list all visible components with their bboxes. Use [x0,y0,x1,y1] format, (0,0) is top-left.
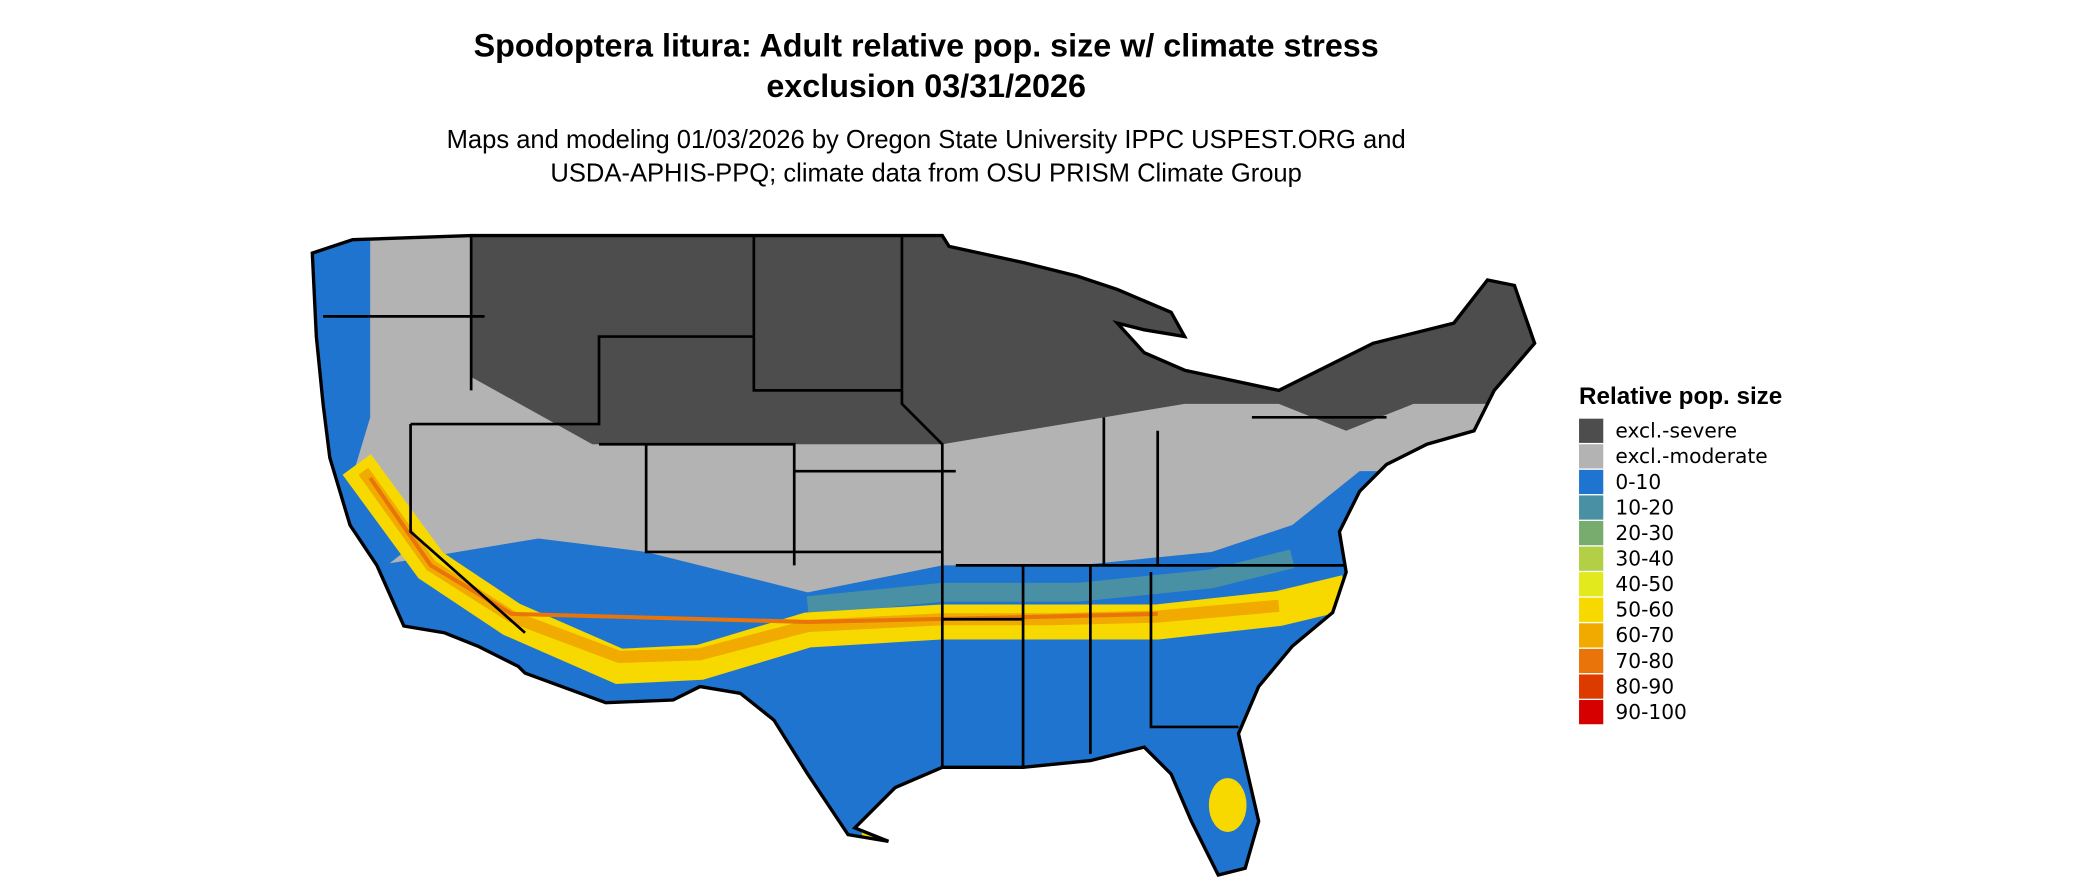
region [368,476,1158,624]
legend-label: 20-30 [1615,521,1674,545]
legend-label: excl.-moderate [1615,444,1767,468]
title: Spodoptera litura: Adult relative pop. s… [474,28,1379,64]
legend-swatch [1579,700,1604,725]
legend-swatch [1579,469,1604,495]
legend-swatch [1579,572,1604,597]
legend-swatch [1579,674,1604,699]
state-lines [323,235,1387,768]
legend-swatch [1579,418,1604,443]
legend-swatch [1579,520,1604,546]
legend-label: 80-90 [1615,674,1674,698]
us-outline [310,233,1537,877]
subtitle: Maps and modeling 01/03/2026 by Oregon S… [447,126,1406,154]
title: exclusion 03/31/2026 [766,68,1086,104]
legend-label: 70-80 [1615,649,1674,673]
legend-swatch [1579,597,1604,622]
legend: excl.-severeexcl.-moderate0-1010-2020-30… [1579,419,1768,725]
region [806,549,1295,616]
legend-label: 50-60 [1615,598,1674,622]
region [1208,778,1247,832]
legend-swatch [1579,495,1604,520]
subtitle: USDA-APHIS-PPQ; climate data from OSU PR… [550,160,1301,188]
map [312,235,1535,876]
legend-title: Relative pop. size [1579,383,1782,410]
legend-label: 30-40 [1615,547,1674,571]
legend-label: excl.-severe [1615,419,1737,443]
legend-label: 60-70 [1615,623,1674,647]
legend-swatch [1579,648,1604,674]
legend-swatch [1579,546,1604,571]
legend-label: 40-50 [1615,572,1674,596]
legend-swatch [1579,444,1604,469]
legend-label: 10-20 [1615,495,1674,519]
legend-swatch [1579,623,1604,648]
legend-label: 90-100 [1615,700,1687,724]
legend-label: 0-10 [1615,470,1661,494]
